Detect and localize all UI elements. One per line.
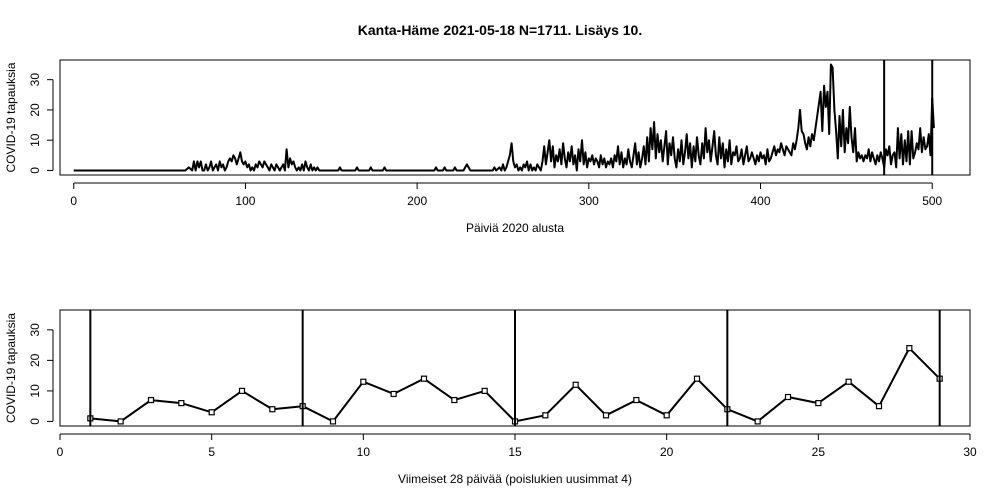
plot1-x-tick-label: 500: [922, 194, 942, 208]
plot1-x-tick-label: 200: [407, 194, 427, 208]
plot2-x-tick-label: 30: [963, 445, 977, 459]
plot2-data-point: [147, 396, 155, 404]
plot2-data-point: [269, 406, 276, 413]
plot2-data-point: [663, 412, 670, 419]
plot2-x-tick-label: 10: [357, 445, 371, 459]
plot2-x-axis-label: Viimeiset 28 päivää (poislukien uusimmat…: [398, 472, 632, 486]
plot2-y-tick-label: 0: [28, 418, 42, 425]
plot2-y-tick-label: 10: [28, 384, 42, 398]
plot1-series-line: [73, 63, 935, 172]
plot1-x-tick-label: 100: [235, 194, 255, 208]
plot2-data-point: [360, 378, 367, 385]
plot1-y-tick-label: 20: [28, 103, 42, 117]
plot2-y-axis-label: COVID-19 tapauksia: [4, 313, 18, 423]
plot2-data-point: [178, 400, 185, 407]
plot2-data-point: [481, 387, 488, 394]
plot2-data-point: [451, 396, 458, 404]
plot2-data-point: [572, 381, 579, 388]
plot2-x-tick-label: 25: [812, 445, 826, 459]
plot2-y-tick-label: 20: [28, 353, 42, 367]
plot2-x-tick-label: 15: [508, 445, 522, 459]
plot1-frame: [59, 59, 971, 176]
plot2-data-point: [329, 418, 337, 425]
plot2-x-tick-label: 20: [660, 445, 674, 459]
plot2-data-point: [420, 375, 428, 382]
plot2-data-point: [238, 387, 246, 394]
plot2-data-point: [845, 378, 852, 385]
plot1-y-tick-label: 0: [28, 167, 42, 174]
plot1-x-axis-label: Päiviä 2020 alusta: [466, 221, 564, 235]
plot2-data-point: [754, 418, 761, 425]
plot2-y-tick-label: 30: [28, 323, 42, 337]
plot1-y-tick-label: 10: [28, 133, 42, 147]
plot2-data-point: [602, 412, 610, 419]
plot2-data-point: [693, 375, 701, 382]
plot1-x-tick-label: 400: [751, 194, 771, 208]
plot2-data-point: [875, 403, 883, 410]
chart-title: Kanta-Häme 2021-05-18 N=1711. Lisäys 10.: [357, 22, 643, 38]
plot2-data-point: [784, 393, 792, 401]
plot2-data-point: [542, 412, 549, 419]
plot2-data-point: [815, 400, 822, 407]
plot2-x-tick-label: 5: [208, 445, 215, 459]
plot1-x-tick-label: 300: [579, 194, 599, 208]
plot2-data-point: [208, 409, 215, 416]
plot2-data-point: [390, 390, 397, 398]
plot1-y-axis-label: COVID-19 tapauksia: [4, 62, 18, 172]
plot2-data-point: [633, 396, 640, 404]
plot1-x-tick-label: 0: [70, 194, 77, 208]
plot2-data-point: [117, 418, 124, 425]
plot1-y-tick-label: 30: [28, 73, 42, 87]
plot2-x-tick-label: 0: [57, 445, 64, 459]
plot2-data-point: [906, 345, 913, 352]
